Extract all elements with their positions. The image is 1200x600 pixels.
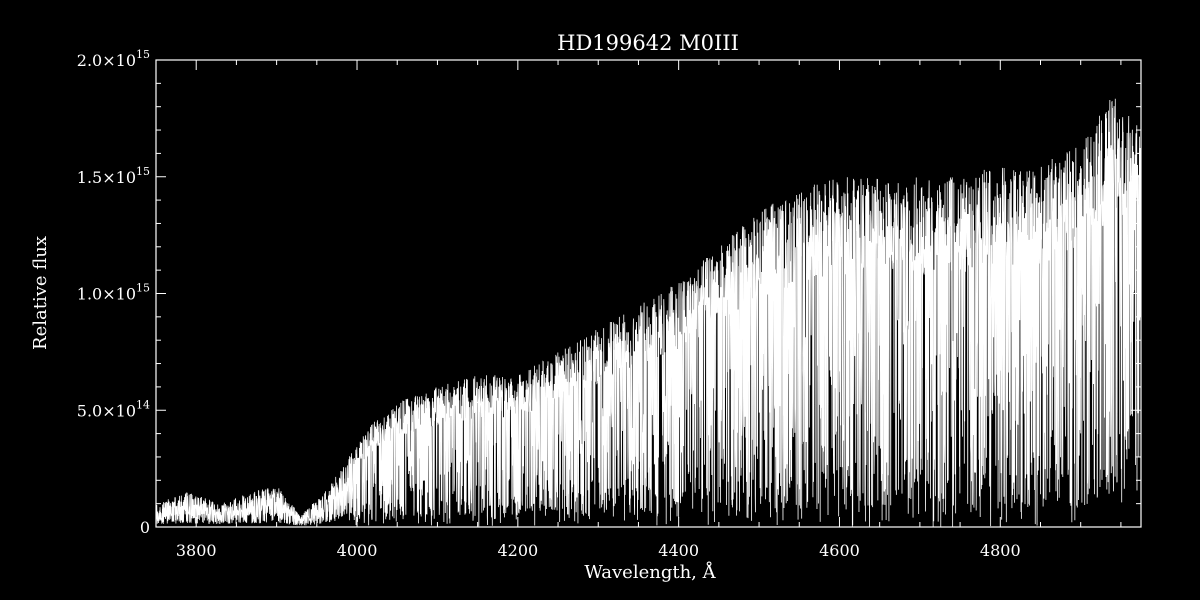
y-tick-label: 5.0×1014 [77,398,150,420]
y-tick-label: 0 [140,518,150,537]
y-axis-label: Relative flux [30,236,51,350]
axis-ticks: 3800 4000 4200 4400 4600 480005.0×10141.0×101… [77,48,1141,560]
y-tick-exponent: 15 [136,48,150,61]
y-tick-mantissa: 2.0×10 [77,51,136,70]
y-tick-mantissa: 5.0×10 [77,401,136,420]
y-tick-exponent: 14 [136,398,150,411]
y-tick-mantissa: 1.0×10 [77,285,136,304]
y-tick-label: 1.5×1015 [77,165,150,187]
plot-frame [155,59,1142,528]
x-tick-label: 3800 [176,541,217,560]
y-tick-label: 2.0×1015 [77,48,150,70]
x-tick-label: 4800 [980,541,1021,560]
y-tick-label: 1.0×1015 [77,282,150,304]
x-axis-label: Wavelength, Å [584,561,716,583]
y-tick-exponent: 15 [136,165,150,178]
chart-title: HD199642 M0III [557,31,739,55]
x-tick-label: 4200 [497,541,538,560]
x-tick-label: 4600 [819,541,860,560]
x-tick-label: 4400 [658,541,699,560]
y-tick-mantissa: 1.5×10 [77,168,136,187]
y-tick-exponent: 15 [136,282,150,295]
plot-area [155,98,1142,527]
spectrum-series-line [155,98,1142,527]
x-tick-label: 4000 [337,541,378,560]
